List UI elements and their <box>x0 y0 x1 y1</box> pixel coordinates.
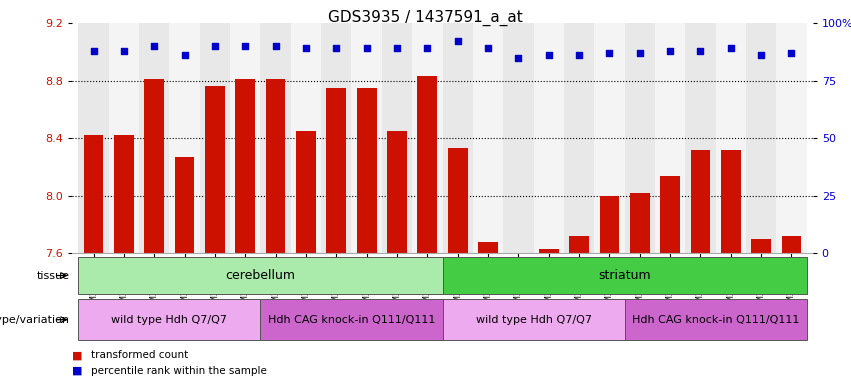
Bar <box>78 300 260 340</box>
Bar <box>174 157 195 253</box>
Bar <box>327 88 346 253</box>
Bar <box>236 79 255 253</box>
Bar <box>78 23 109 253</box>
Bar <box>443 257 807 294</box>
Bar <box>357 88 376 253</box>
Point <box>269 43 283 49</box>
Text: percentile rank within the sample: percentile rank within the sample <box>91 366 267 376</box>
Text: ■: ■ <box>72 350 83 360</box>
Point <box>147 43 161 49</box>
Text: GDS3935 / 1437591_a_at: GDS3935 / 1437591_a_at <box>328 10 523 26</box>
Point <box>300 45 313 51</box>
Point <box>238 43 252 49</box>
Point <box>391 45 404 51</box>
Bar <box>685 23 716 253</box>
Bar <box>266 79 285 253</box>
Bar <box>145 79 164 253</box>
Bar <box>600 196 620 253</box>
Bar <box>569 236 589 253</box>
Point <box>542 52 556 58</box>
Text: wild type Hdh Q7/Q7: wild type Hdh Q7/Q7 <box>476 314 591 325</box>
Point <box>87 48 100 54</box>
Text: Hdh CAG knock-in Q111/Q111: Hdh CAG knock-in Q111/Q111 <box>632 314 799 325</box>
Bar <box>412 23 443 253</box>
Bar <box>448 148 467 253</box>
Bar <box>721 150 740 253</box>
Point <box>178 52 191 58</box>
Bar <box>321 23 351 253</box>
Bar <box>387 131 407 253</box>
Point <box>694 48 707 54</box>
Bar <box>418 76 437 253</box>
Bar <box>139 23 169 253</box>
Bar <box>78 257 443 294</box>
Bar <box>205 86 225 253</box>
Bar <box>625 23 655 253</box>
Bar <box>382 23 412 253</box>
Bar <box>539 249 558 253</box>
Bar <box>351 23 382 253</box>
Bar <box>296 131 316 253</box>
Bar <box>625 300 807 340</box>
Point <box>420 45 434 51</box>
Point <box>724 45 738 51</box>
Text: cerebellum: cerebellum <box>226 269 295 282</box>
Bar <box>473 23 503 253</box>
Bar <box>776 23 807 253</box>
Bar <box>781 236 802 253</box>
Text: transformed count: transformed count <box>91 350 188 360</box>
Point <box>603 50 616 56</box>
Point <box>663 48 677 54</box>
Bar <box>478 242 498 253</box>
Bar <box>660 176 680 253</box>
Point <box>754 52 768 58</box>
Point <box>329 45 343 51</box>
Bar <box>114 136 134 253</box>
Bar <box>630 193 649 253</box>
Point <box>785 50 798 56</box>
Bar <box>443 23 473 253</box>
Point <box>208 43 222 49</box>
Bar <box>260 300 443 340</box>
Bar <box>169 23 200 253</box>
Bar <box>594 23 625 253</box>
Text: tissue: tissue <box>37 270 70 281</box>
Bar <box>443 300 625 340</box>
Text: wild type Hdh Q7/Q7: wild type Hdh Q7/Q7 <box>111 314 227 325</box>
Point <box>360 45 374 51</box>
Bar <box>109 23 139 253</box>
Text: genotype/variation: genotype/variation <box>0 314 70 325</box>
Text: Hdh CAG knock-in Q111/Q111: Hdh CAG knock-in Q111/Q111 <box>268 314 435 325</box>
Point <box>481 45 494 51</box>
Text: ■: ■ <box>72 366 83 376</box>
Bar <box>83 136 104 253</box>
Bar <box>503 23 534 253</box>
Point <box>451 38 465 45</box>
Point <box>572 52 585 58</box>
Point <box>633 50 647 56</box>
Bar <box>564 23 594 253</box>
Bar <box>260 23 291 253</box>
Bar <box>200 23 230 253</box>
Bar <box>655 23 685 253</box>
Bar <box>534 23 564 253</box>
Point <box>117 48 131 54</box>
Bar <box>230 23 260 253</box>
Bar <box>746 23 776 253</box>
Text: striatum: striatum <box>598 269 651 282</box>
Bar <box>690 150 711 253</box>
Bar <box>291 23 321 253</box>
Bar <box>716 23 746 253</box>
Bar <box>751 239 771 253</box>
Point <box>511 55 525 61</box>
